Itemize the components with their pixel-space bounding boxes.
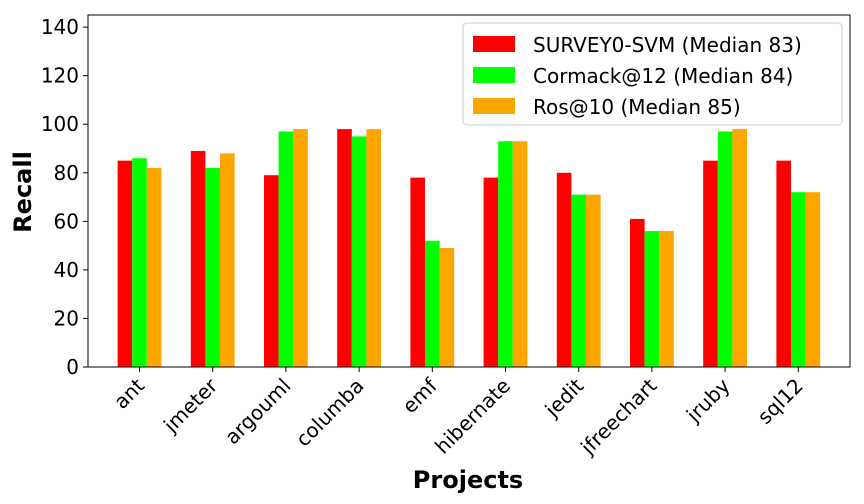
x-tick-label: jmeter [158,373,223,438]
bar-jmeter-series-2 [205,167,220,367]
x-tick-label: ant [109,373,149,413]
x-tick-label: columba [291,374,369,452]
legend-label-3: Ros@10 (Median 85) [533,95,741,119]
bar-emf-series-3 [439,248,455,367]
bar-sql12-series-1 [776,160,791,367]
y-tick-label: 40 [54,258,79,282]
y-tick-label: 0 [66,355,79,379]
legend-box [462,22,843,126]
bar-jruby-series-1 [703,160,718,367]
bar-jfreechart-series-3 [659,231,674,367]
bar-argouml-series-3 [293,129,308,367]
y-tick-label: 100 [41,112,79,136]
legend-label-2: Cormack@12 (Median 84) [533,64,793,88]
bar-hibernate-series-1 [483,177,499,367]
x-tick-label: hibernate [430,374,515,459]
bar-jedit-series-1 [556,172,572,367]
y-tick-label: 20 [54,306,79,330]
bar-emf-series-1 [410,177,425,367]
plot-frame [87,14,851,368]
y-axis: 0 20 40 60 80 100 120 140 [41,15,88,379]
x-tick-label: emf [397,373,442,418]
bar-jruby-series-2 [717,131,733,367]
x-tick-label: sql12 [753,374,808,429]
x-tick-label: jruby [681,373,735,427]
bar-jedit-series-2 [571,194,586,367]
y-tick-label: 140 [41,15,79,39]
x-tick-label: argouml [220,374,296,450]
legend-swatch-1 [473,36,515,52]
y-tick-label: 120 [41,64,79,88]
bar-columba-series-3 [366,129,381,367]
bar-ant-series-2 [132,158,147,367]
bar-sql12-series-2 [791,192,806,367]
bar-hibernate-series-3 [512,141,528,367]
bar-jmeter-series-1 [190,150,206,367]
bar-ant-series-3 [146,167,162,367]
bar-jfreechart-series-1 [630,218,645,367]
bar-columba-series-1 [337,129,352,367]
legend-label-1: SURVEY0-SVM (Median 83) [533,33,802,57]
y-axis-label: Recall [9,151,37,233]
bars-group [117,129,821,367]
legend-swatch-2 [473,67,515,83]
bar-jruby-series-3 [732,129,747,367]
x-tick-label: jedit [539,373,588,422]
bar-jmeter-series-3 [220,153,235,367]
bar-hibernate-series-2 [498,141,513,367]
bar-sql12-series-3 [805,192,821,367]
y-tick-label: 60 [54,209,79,233]
bar-emf-series-2 [425,240,440,367]
bar-argouml-series-2 [278,131,294,367]
bar-argouml-series-1 [264,175,279,367]
legend: SURVEY0-SVM (Median 83) Cormack@12 (Media… [462,22,843,126]
bar-jedit-series-3 [586,194,601,367]
bar-ant-series-1 [117,160,133,367]
y-tick-label: 80 [54,161,79,185]
bar-columba-series-2 [351,136,367,367]
x-tick-label: jfreechart [575,373,661,459]
x-axis-label: Projects [413,466,523,494]
legend-swatch-3 [473,98,515,114]
bar-jfreechart-series-2 [644,231,660,367]
